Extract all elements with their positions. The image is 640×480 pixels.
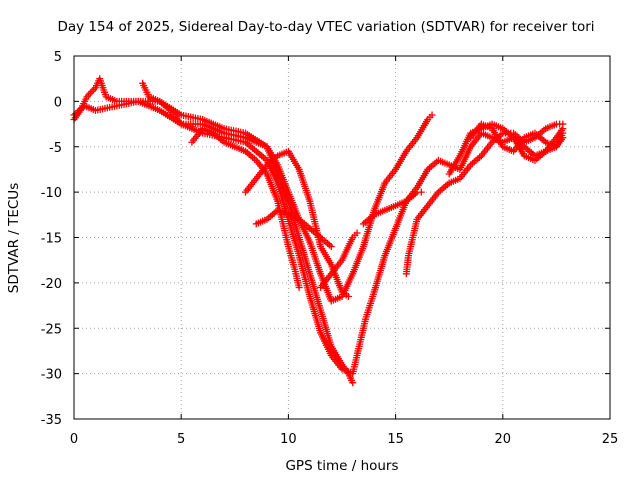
data-point-marker	[428, 111, 436, 119]
data-layer	[70, 75, 567, 387]
x-tick-label: 20	[495, 432, 512, 447]
data-point-marker	[327, 243, 335, 251]
x-tick-label: 10	[280, 432, 297, 447]
series-sat-k	[467, 120, 567, 155]
x-tick-label: 15	[387, 432, 404, 447]
series-sat-h	[359, 188, 425, 228]
series-sat-f	[252, 206, 335, 251]
series-sat-d	[188, 125, 303, 291]
data-point-marker	[344, 292, 352, 300]
tick-labels: 0 5 10 15 20 25 5 0 -5 -10 -15 -20 -25 -30 -35	[41, 50, 619, 447]
plot-frame	[73, 55, 611, 420]
y-tick-label: 0	[54, 95, 62, 110]
data-point-marker	[295, 283, 303, 291]
series-sat-g	[317, 229, 361, 291]
y-tick-label: -5	[49, 141, 62, 156]
data-point-marker	[349, 379, 357, 387]
y-tick-label: -10	[41, 186, 62, 201]
series-sat-i	[402, 120, 567, 278]
y-tick-label: -35	[41, 413, 62, 428]
y-tick-label: -30	[41, 368, 62, 383]
y-tick-label: 5	[54, 50, 62, 65]
data-point-marker	[559, 129, 567, 137]
chart-title: Day 154 of 2025, Sidereal Day-to-day VTE…	[57, 19, 594, 35]
x-tick-label: 0	[70, 432, 78, 447]
y-tick-label: -20	[41, 277, 62, 292]
y-tick-label: -15	[41, 232, 62, 247]
data-point-marker	[417, 188, 425, 196]
data-point-marker	[353, 229, 361, 237]
y-axis-label: SDTVAR / TECUs	[6, 183, 22, 293]
y-tick-label: -25	[41, 322, 62, 337]
x-axis-label: GPS time / hours	[285, 458, 398, 474]
x-tick-label: 25	[602, 432, 619, 447]
x-tick-label: 5	[177, 432, 185, 447]
